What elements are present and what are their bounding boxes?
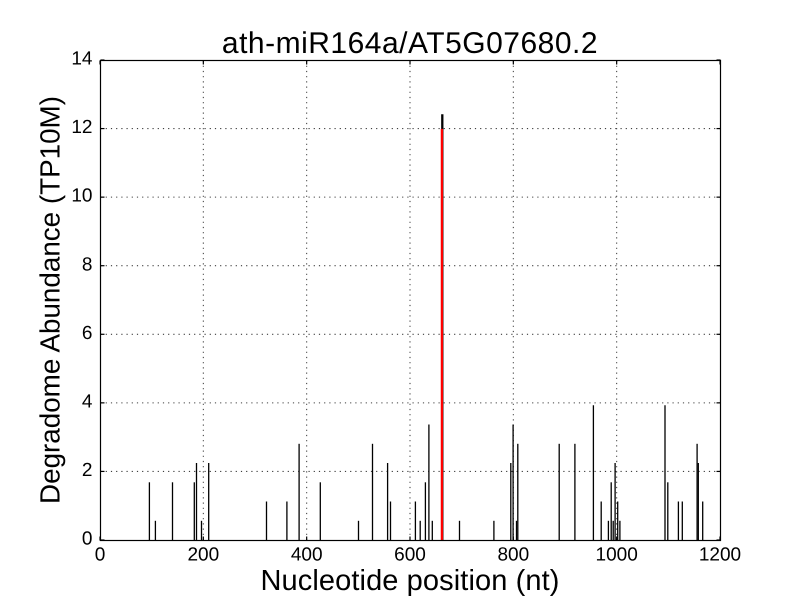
svg-text:4: 4: [82, 391, 93, 412]
svg-text:400: 400: [291, 544, 323, 565]
svg-text:10: 10: [71, 186, 92, 207]
svg-text:8: 8: [82, 254, 93, 275]
svg-text:2: 2: [82, 460, 93, 481]
svg-text:0: 0: [95, 544, 106, 565]
svg-text:0: 0: [82, 529, 93, 550]
svg-text:12: 12: [71, 117, 92, 138]
svg-text:200: 200: [187, 544, 219, 565]
svg-text:800: 800: [497, 544, 529, 565]
svg-text:6: 6: [82, 323, 93, 344]
svg-text:1000: 1000: [596, 544, 638, 565]
svg-text:600: 600: [394, 544, 426, 565]
svg-text:1200: 1200: [699, 544, 741, 565]
svg-text:Degradome Abundance (TP10M): Degradome Abundance (TP10M): [35, 96, 66, 504]
svg-text:14: 14: [71, 49, 93, 70]
svg-text:Nucleotide position (nt): Nucleotide position (nt): [261, 565, 560, 597]
svg-text:ath-miR164a/AT5G07680.2: ath-miR164a/AT5G07680.2: [222, 27, 598, 60]
